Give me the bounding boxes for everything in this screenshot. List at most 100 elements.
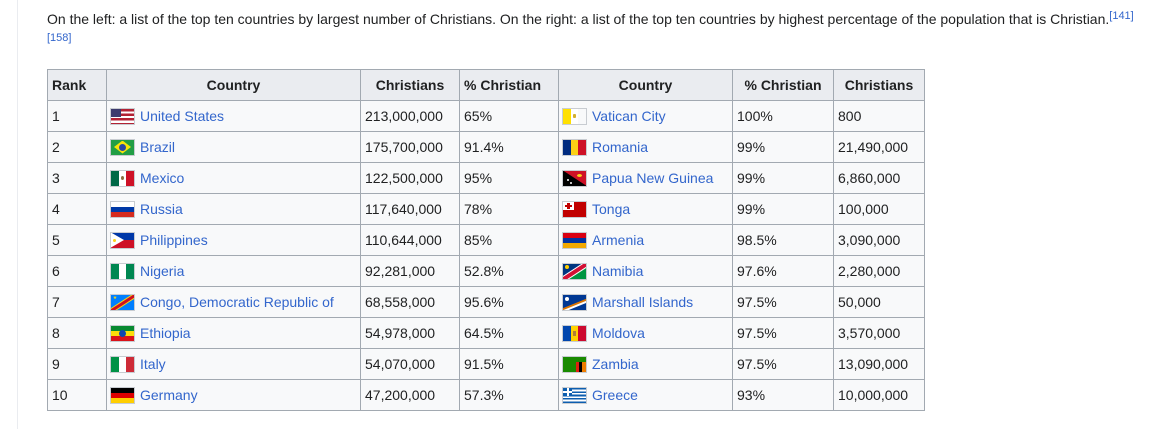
christians-cell-right: 100,000 [833,193,925,225]
country-link-right[interactable]: Marshall Islands [592,294,694,310]
flag-russia-icon [111,201,134,217]
country-link-right[interactable]: Moldova [592,325,645,341]
flag-marshall-islands-icon [563,294,586,310]
flag-moldova-icon [563,325,586,341]
content-left-border [17,0,18,429]
christians-cell: 117,640,000 [360,193,460,225]
christians-cell: 122,500,000 [360,162,460,194]
header-country: Country [106,69,361,101]
percent-christian-cell: 78% [459,193,559,225]
flag-congo-democratic-republic-of-icon [111,294,134,310]
percent-christian-cell-right: 99% [732,193,834,225]
country-link[interactable]: United States [140,108,225,124]
country-link-right[interactable]: Papua New Guinea [592,170,714,186]
christians-cell-right: 800 [833,100,925,132]
percent-christian-cell: 95% [459,162,559,194]
country-link[interactable]: Brazil [140,139,176,155]
country-cell-right: Armenia [558,224,733,256]
country-link[interactable]: Italy [140,356,166,372]
table-row: 2 Brazil 175,700,000 91.4% Romania 99% 21,490,… [47,131,925,163]
rank-cell: 7 [47,286,107,318]
country-link-right[interactable]: Greece [592,387,638,403]
table-row: 5 Philippines 110,644,000 85% Armenia 98.5% 3,… [47,224,925,256]
rank-cell: 1 [47,100,107,132]
header-row: Rank Country Christians % Christian Coun… [47,69,925,101]
percent-christian-cell: 52.8% [459,255,559,287]
country-cell: United States [106,100,361,132]
percent-christian-cell-right: 99% [732,131,834,163]
header-christians-right: Christians [833,69,925,101]
christians-cell-right: 21,490,000 [833,131,925,163]
percent-christian-cell: 91.4% [459,131,559,163]
header-country-right: Country [558,69,733,101]
percent-christian-cell-right: 93% [732,379,834,411]
country-link[interactable]: Congo, Democratic Republic of [140,294,334,310]
christians-cell-right: 13,090,000 [833,348,925,380]
country-link-right[interactable]: Vatican City [592,108,666,124]
flag-armenia-icon [563,232,586,248]
country-link[interactable]: Mexico [140,170,185,186]
country-link-right[interactable]: Romania [592,139,649,155]
country-cell: Ethiopia [106,317,361,349]
rank-cell: 5 [47,224,107,256]
flag-brazil-icon [111,139,134,155]
reference-158-link[interactable]: [158] [47,32,72,44]
percent-christian-cell-right: 98.5% [732,224,834,256]
country-link-right[interactable]: Namibia [592,263,644,279]
reference-141-link[interactable]: [141] [1109,10,1134,22]
country-link[interactable]: Germany [140,387,198,403]
table-row: 10 Germany 47,200,000 57.3% Greece 93% 10,000,… [47,379,925,411]
intro-text: On the left: a list of the top ten count… [47,11,1110,27]
country-cell: Philippines [106,224,361,256]
country-link[interactable]: Philippines [140,232,208,248]
table-row: 8 Ethiopia 54,978,000 64.5% Moldova 97.5% 3,57… [47,317,925,349]
christians-cell: 110,644,000 [360,224,460,256]
country-cell-right: Zambia [558,348,733,380]
table-row: 3 Mexico 122,500,000 95% Papua New Guinea 99%… [47,162,925,194]
flag-italy-icon [111,356,134,372]
country-link[interactable]: Russia [140,201,183,217]
country-cell: Germany [106,379,361,411]
table-row: 9 Italy 54,070,000 91.5% Zambia 97.5% 13,090,0… [47,348,925,380]
percent-christian-cell-right: 99% [732,162,834,194]
percent-christian-cell: 57.3% [459,379,559,411]
table-body: 1 United States 213,000,000 65% Vatican City… [47,100,925,411]
flag-ethiopia-icon [111,325,134,341]
table-row: 6 Nigeria 92,281,000 52.8% Namibia 97.6% 2,280… [47,255,925,287]
percent-christian-cell: 65% [459,100,559,132]
christians-cell-right: 3,090,000 [833,224,925,256]
percent-christian-cell-right: 97.5% [732,286,834,318]
flag-philippines-icon [111,232,134,248]
country-cell: Brazil [106,131,361,163]
reference-141[interactable]: [141] [1109,10,1133,22]
rank-cell: 9 [47,348,107,380]
country-link[interactable]: Ethiopia [140,325,191,341]
christians-cell: 54,978,000 [360,317,460,349]
percent-christian-cell-right: 100% [732,100,834,132]
country-cell: Russia [106,193,361,225]
country-cell-right: Namibia [558,255,733,287]
country-link-right[interactable]: Armenia [592,232,645,248]
country-cell: Mexico [106,162,361,194]
country-link-right[interactable]: Zambia [592,356,639,372]
flag-united-states-icon [111,108,134,124]
table-row: 7 Congo, Democratic Republic of 68,558,000… [47,286,925,318]
country-link[interactable]: Nigeria [140,263,185,279]
christians-cell: 213,000,000 [360,100,460,132]
christians-cell-right: 50,000 [833,286,925,318]
percent-christian-cell: 91.5% [459,348,559,380]
country-cell-right: Romania [558,131,733,163]
country-cell: Congo, Democratic Republic of [106,286,361,318]
percent-christian-cell-right: 97.6% [732,255,834,287]
flag-germany-icon [111,387,134,403]
header-percent-christian: % Christian [459,69,559,101]
flag-nigeria-icon [111,263,134,279]
flag-tonga-icon [563,201,586,217]
country-link-right[interactable]: Tonga [592,201,631,217]
christians-cell: 68,558,000 [360,286,460,318]
flag-papua-new-guinea-icon [563,170,586,186]
christians-cell-right: 6,860,000 [833,162,925,194]
flag-romania-icon [563,139,586,155]
reference-158[interactable]: [158] [47,32,71,44]
percent-christian-cell: 64.5% [459,317,559,349]
